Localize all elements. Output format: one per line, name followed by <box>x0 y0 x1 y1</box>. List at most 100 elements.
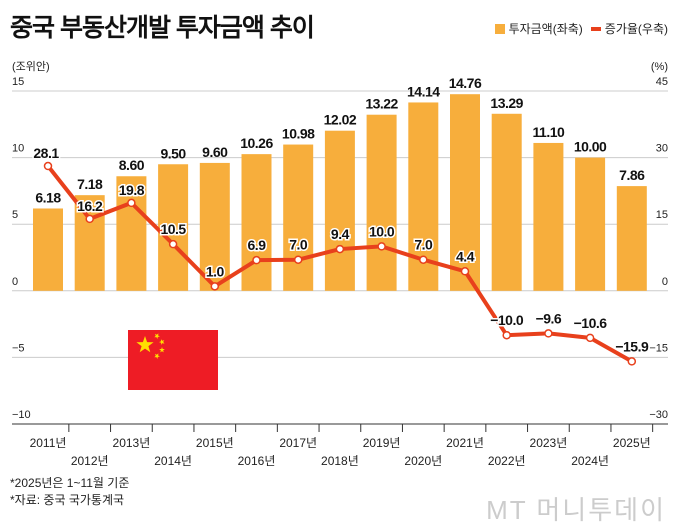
bar <box>283 144 314 291</box>
legend-swatch-bar <box>494 23 505 34</box>
line-point <box>502 330 511 340</box>
x-tick-label: 2014년 <box>154 454 192 468</box>
x-tick-label: 2022년 <box>488 454 526 468</box>
bar <box>158 164 189 291</box>
x-tick-label: 2021년 <box>446 436 484 450</box>
bar-value-label: 8.60 <box>119 157 145 173</box>
line-value-label: 19.8 <box>119 182 145 198</box>
bar-value-label: 14.14 <box>407 83 440 99</box>
note-period: *2025년은 1~11월 기준 <box>10 476 130 490</box>
bar <box>366 114 397 291</box>
note-source: *자료: 중국 국가통계국 <box>10 493 125 507</box>
bar-value-label: 6.18 <box>35 189 61 205</box>
legend-label-line: 증가율(우축) <box>604 22 668 36</box>
line-value-label: 16.2 <box>77 198 103 214</box>
legend-label-bar: 투자금액(좌축) <box>508 22 583 36</box>
line-point <box>335 244 345 254</box>
line-point <box>85 214 94 224</box>
bar-value-label: 9.60 <box>202 144 228 160</box>
left-tick-label: 5 <box>12 209 18 221</box>
line-point <box>252 255 261 265</box>
line-value-label: −9.6 <box>536 310 562 326</box>
china-flag-icon <box>128 330 218 390</box>
bar <box>199 162 230 291</box>
bar-value-label: 10.26 <box>240 135 273 151</box>
line-point <box>127 198 136 208</box>
bar-value-label: 13.22 <box>365 96 398 112</box>
right-tick-label: 0 <box>662 276 668 288</box>
x-tick-label: 2015년 <box>196 436 234 450</box>
line-point <box>627 357 637 366</box>
line-point <box>293 255 303 264</box>
x-tick-label: 2024년 <box>571 454 609 468</box>
right-axis-unit: (%) <box>651 61 668 73</box>
left-tick-label: −10 <box>12 409 31 421</box>
line-value-label: 9.4 <box>331 226 350 242</box>
logo: MT 머니투데이 <box>486 495 666 525</box>
left-tick-label: 0 <box>12 276 18 288</box>
line-point <box>544 329 553 338</box>
x-tick-label: 2020년 <box>404 454 442 468</box>
right-tick-label: −30 <box>649 409 668 421</box>
bar <box>450 94 480 291</box>
line-value-label: 7.0 <box>414 237 433 253</box>
x-tick-label: 2025년 <box>613 436 651 450</box>
flag-star-icon <box>154 333 160 339</box>
bar-value-label: 14.76 <box>449 75 482 91</box>
bar <box>324 130 355 291</box>
x-tick-label: 2018년 <box>321 454 359 468</box>
line-point <box>419 255 428 264</box>
line-point <box>460 267 470 276</box>
line-value-label: 10.0 <box>369 223 395 239</box>
line-value-label: 6.9 <box>248 237 267 253</box>
line-point <box>168 239 178 249</box>
left-tick-label: −5 <box>12 342 25 354</box>
bar-value-label: 13.29 <box>490 95 523 111</box>
line-point <box>585 333 595 343</box>
line-value-label: 7.0 <box>289 237 308 253</box>
flag-star-icon <box>159 347 165 353</box>
right-tick-label: 15 <box>656 209 668 221</box>
legend-swatch-line <box>590 26 601 31</box>
bar-value-label: 10.00 <box>574 139 607 155</box>
flag-star-icon <box>136 336 154 353</box>
x-tick-label: 2013년 <box>113 436 151 450</box>
bar-value-label: 7.86 <box>619 167 645 183</box>
x-tick-label: 2011년 <box>30 436 67 450</box>
legend: 투자금액(좌축) 증가율(우축) <box>494 20 668 37</box>
bar <box>74 195 105 291</box>
line-value-label: 10.5 <box>160 221 186 237</box>
bar <box>491 113 522 291</box>
line-value-label: −10.0 <box>490 312 524 328</box>
bar <box>33 208 63 291</box>
bar-value-label: 9.50 <box>160 145 186 161</box>
right-tick-label: 30 <box>656 143 668 155</box>
bar <box>533 142 564 291</box>
bar <box>116 176 147 291</box>
bar-value-label: 10.98 <box>282 126 315 142</box>
line-point <box>210 282 220 291</box>
left-tick-label: 10 <box>12 143 24 155</box>
bar <box>575 157 606 291</box>
right-tick-label: 45 <box>656 76 668 88</box>
left-axis-unit: (조위안) <box>12 60 50 73</box>
bar <box>616 186 647 291</box>
line-value-label: 1.0 <box>206 263 225 279</box>
x-tick-label: 2023년 <box>530 436 568 450</box>
chart-title: 중국 부동산개발 투자금액 추이 <box>10 14 315 42</box>
x-tick-label: 2012년 <box>71 454 109 468</box>
line-point <box>377 242 386 251</box>
line-value-label: −15.9 <box>615 338 649 354</box>
left-tick-label: 15 <box>12 76 24 88</box>
bar <box>241 154 272 291</box>
x-tick-label: 2017년 <box>279 436 317 450</box>
line-value-label: −10.6 <box>574 315 608 331</box>
line-value-label: 28.1 <box>33 145 59 161</box>
bar-value-label: 11.10 <box>533 124 565 140</box>
x-tick-label: 2019년 <box>363 436 401 450</box>
flag-star-icon <box>154 353 160 359</box>
bar-value-label: 12.02 <box>324 112 357 128</box>
line-point <box>43 161 53 171</box>
